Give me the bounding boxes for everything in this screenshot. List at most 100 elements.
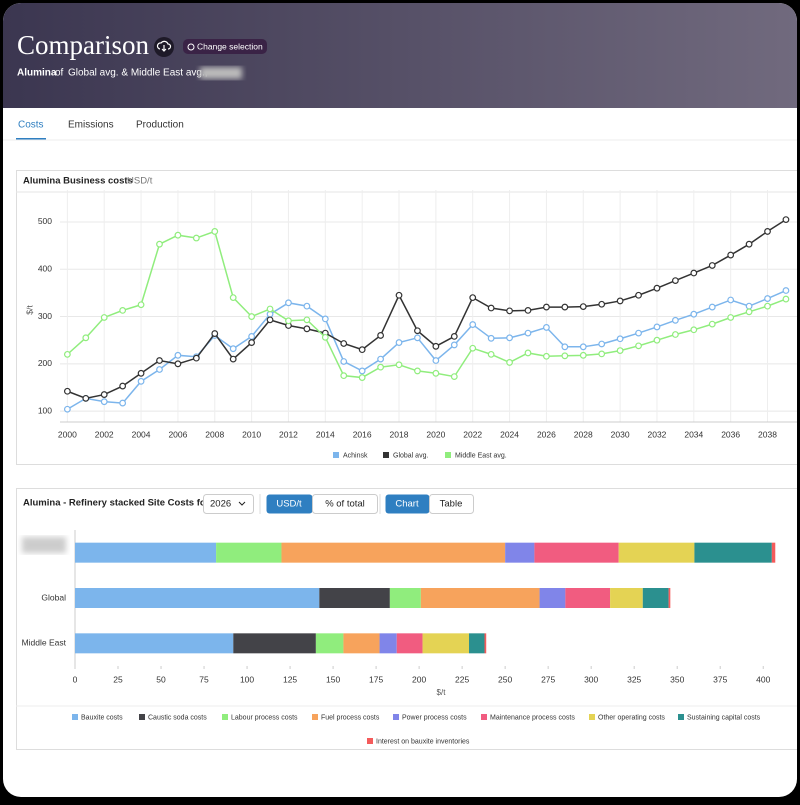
- data-point: [765, 303, 771, 309]
- bar-segment: [319, 588, 390, 608]
- data-point: [470, 322, 476, 328]
- tab[interactable]: Emissions: [68, 120, 114, 131]
- data-point: [157, 241, 163, 247]
- blurred-text: [200, 67, 242, 79]
- data-point: [230, 346, 236, 352]
- x-tick-label: 200: [412, 674, 426, 684]
- chart-unit: USD/t: [127, 176, 153, 187]
- data-point: [101, 392, 107, 398]
- legend-swatch: [678, 714, 684, 720]
- data-point: [359, 368, 365, 374]
- year-value: 2026: [210, 499, 231, 510]
- data-point: [617, 348, 623, 354]
- data-point: [709, 263, 715, 269]
- data-point: [249, 334, 255, 340]
- card: [17, 489, 800, 750]
- data-point: [341, 359, 347, 365]
- data-point: [83, 396, 89, 402]
- x-tick-label: 2012: [279, 429, 298, 439]
- data-point: [580, 304, 586, 310]
- data-point: [636, 343, 642, 349]
- data-point: [267, 306, 273, 312]
- data-point: [286, 300, 292, 306]
- legend-swatch: [367, 738, 373, 744]
- data-point: [157, 367, 163, 373]
- tab[interactable]: Production: [136, 120, 184, 131]
- data-point: [691, 311, 697, 317]
- data-point: [359, 375, 365, 381]
- data-point: [562, 344, 568, 350]
- data-point: [488, 335, 494, 341]
- x-tick-label: 25: [113, 674, 123, 684]
- legend-label: Power process costs: [402, 714, 467, 721]
- x-tick-label: 2024: [500, 429, 519, 439]
- data-point: [783, 296, 789, 302]
- data-point: [525, 350, 531, 356]
- x-tick-label: 2000: [58, 429, 77, 439]
- data-point: [120, 383, 126, 389]
- data-point: [286, 318, 292, 324]
- data-point: [599, 351, 605, 357]
- legend-swatch: [383, 452, 389, 458]
- x-tick-label: 2002: [95, 429, 114, 439]
- data-point: [304, 317, 310, 323]
- data-point: [765, 296, 771, 302]
- x-axis-label: $/t: [437, 688, 447, 697]
- legend-label: Caustic soda costs: [148, 714, 207, 721]
- legend-swatch: [393, 714, 399, 720]
- x-tick-label: 100: [240, 674, 254, 684]
- data-point: [433, 370, 439, 376]
- data-point: [120, 308, 126, 314]
- x-tick-label: 375: [713, 674, 727, 684]
- toggle-label: Table: [440, 499, 463, 510]
- x-tick-label: 275: [541, 674, 555, 684]
- toggle-label: USD/t: [276, 499, 302, 510]
- legend-label: Bauxite costs: [81, 714, 123, 721]
- y-tick-label: 300: [38, 311, 52, 321]
- data-point: [433, 344, 439, 350]
- chart-title: Alumina - Refinery stacked Site Costs fo…: [23, 498, 210, 509]
- x-tick-label: 2038: [758, 429, 777, 439]
- subtitle-of: of: [55, 68, 64, 79]
- data-point: [138, 379, 144, 385]
- x-tick-label: 2004: [132, 429, 151, 439]
- data-point: [580, 344, 586, 350]
- x-tick-label: 2034: [684, 429, 703, 439]
- data-point: [488, 352, 494, 358]
- data-point: [341, 341, 347, 347]
- data-point: [673, 332, 679, 338]
- bar-segment: [397, 633, 423, 653]
- x-tick-label: 350: [670, 674, 684, 684]
- bar-segment: [390, 588, 421, 608]
- data-point: [507, 360, 513, 366]
- bar-segment: [540, 588, 566, 608]
- x-tick-label: 2026: [537, 429, 556, 439]
- bar-segment: [380, 633, 397, 653]
- x-tick-label: 50: [156, 674, 166, 684]
- data-point: [194, 235, 200, 241]
- x-tick-label: 2018: [390, 429, 409, 439]
- data-point: [378, 356, 384, 362]
- data-point: [673, 318, 679, 324]
- data-point: [783, 288, 789, 294]
- data-point: [580, 353, 586, 359]
- data-point: [65, 352, 71, 358]
- data-point: [636, 292, 642, 298]
- bar-segment: [469, 633, 484, 653]
- legend-swatch: [312, 714, 318, 720]
- legend-swatch: [445, 452, 451, 458]
- data-point: [101, 399, 107, 405]
- data-point: [359, 347, 365, 353]
- data-point: [451, 334, 457, 340]
- tab-active[interactable]: Costs: [18, 120, 44, 131]
- button-label: Change selection: [197, 41, 263, 51]
- data-point: [157, 358, 163, 364]
- y-tick-label: 500: [38, 216, 52, 226]
- data-point: [396, 340, 402, 346]
- bar-segment: [75, 588, 319, 608]
- data-point: [101, 315, 107, 321]
- subtitle-metal: Alumina: [17, 68, 57, 79]
- bar-segment: [75, 633, 233, 653]
- x-tick-label: 75: [199, 674, 209, 684]
